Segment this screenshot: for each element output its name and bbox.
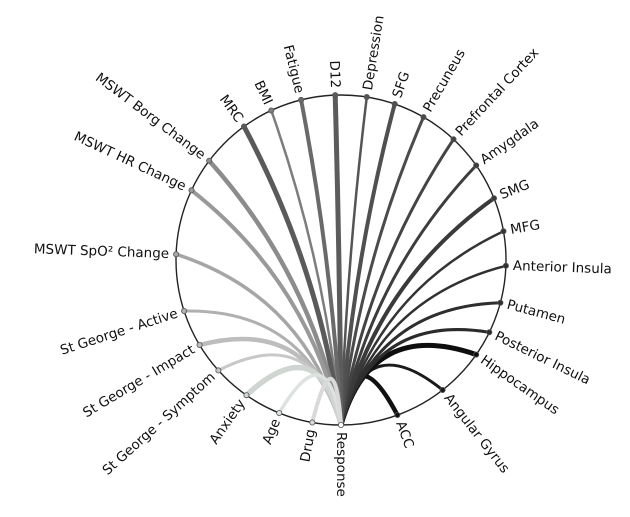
node-label-response: Response bbox=[333, 432, 349, 497]
node-dot-putamen bbox=[497, 299, 504, 306]
link-drug bbox=[310, 376, 343, 427]
link-mfg bbox=[339, 230, 505, 427]
node-label-amygdala: Amygdala bbox=[477, 116, 542, 168]
link-smg bbox=[339, 196, 496, 427]
link-fatigue bbox=[299, 97, 343, 427]
node-dot-mswt-spo-change bbox=[173, 251, 180, 258]
node-dot-mswt-hr-change bbox=[188, 187, 195, 194]
node-dot-anterior-insula bbox=[502, 262, 509, 269]
node-dot-drug bbox=[309, 419, 316, 426]
node-dot-smg bbox=[490, 195, 497, 202]
node-dot-hippocampus bbox=[473, 351, 480, 358]
node-dot-d12 bbox=[332, 92, 339, 99]
node-label-smg: SMG bbox=[498, 177, 532, 203]
node-dot-mrc bbox=[240, 123, 247, 130]
node-label-acc: ACC bbox=[392, 419, 417, 451]
node-dot-anxiety bbox=[243, 392, 250, 399]
node-label-drug: Drug bbox=[297, 428, 319, 463]
node-dot-acc bbox=[394, 411, 401, 418]
node-label-anxiety: Anxiety bbox=[206, 396, 248, 447]
link-sfg bbox=[339, 102, 397, 427]
node-label-anterior-insula: Anterior Insula bbox=[513, 258, 612, 277]
node-dot-age bbox=[276, 409, 283, 416]
node-dot-st-george-symptom bbox=[215, 367, 222, 374]
node-dot-precuneus bbox=[420, 114, 427, 121]
link-amygdala bbox=[339, 163, 478, 427]
node-dot-sfg bbox=[391, 101, 398, 108]
node-dot-posterior-insula bbox=[486, 329, 493, 336]
link-d12 bbox=[332, 92, 344, 428]
node-dot-st-george-active bbox=[181, 307, 188, 314]
node-dot-mswt-borg-change bbox=[206, 157, 213, 164]
node-label-st-george-active: St George - Active bbox=[58, 306, 180, 359]
node-dot-response bbox=[337, 421, 344, 428]
node-label-bmi: BMI bbox=[251, 78, 276, 107]
node-label-depression: Depression bbox=[360, 14, 388, 91]
node-label-age: Age bbox=[259, 417, 284, 447]
link-prefrontal-cortex bbox=[339, 137, 455, 427]
link-precuneus bbox=[339, 115, 425, 427]
node-dot-st-george-impact bbox=[196, 341, 203, 348]
node-dot-angular-gyrus bbox=[439, 386, 446, 393]
node-label-precuneus: Precuneus bbox=[420, 46, 469, 115]
node-dot-depression bbox=[363, 94, 370, 101]
node-dot-bmi bbox=[268, 107, 275, 114]
node-label-mswt-spo-change: MSWT SpO² Change bbox=[34, 241, 170, 262]
node-label-mfg: MFG bbox=[509, 217, 541, 238]
node-label-sfg: SFG bbox=[389, 69, 413, 100]
node-label-d12: D12 bbox=[326, 60, 343, 88]
node-dot-mfg bbox=[500, 228, 507, 235]
node-dot-prefrontal-cortex bbox=[450, 136, 457, 143]
node-label-putamen: Putamen bbox=[505, 297, 567, 328]
node-dot-fatigue bbox=[298, 96, 305, 103]
node-label-mrc: MRC bbox=[216, 92, 246, 126]
node-label-fatigue: Fatigue bbox=[280, 43, 307, 95]
node-label-angular-gyrus: Angular Gyrus bbox=[441, 391, 513, 477]
node-dot-amygdala bbox=[473, 162, 480, 169]
link-anxiety bbox=[243, 364, 344, 428]
